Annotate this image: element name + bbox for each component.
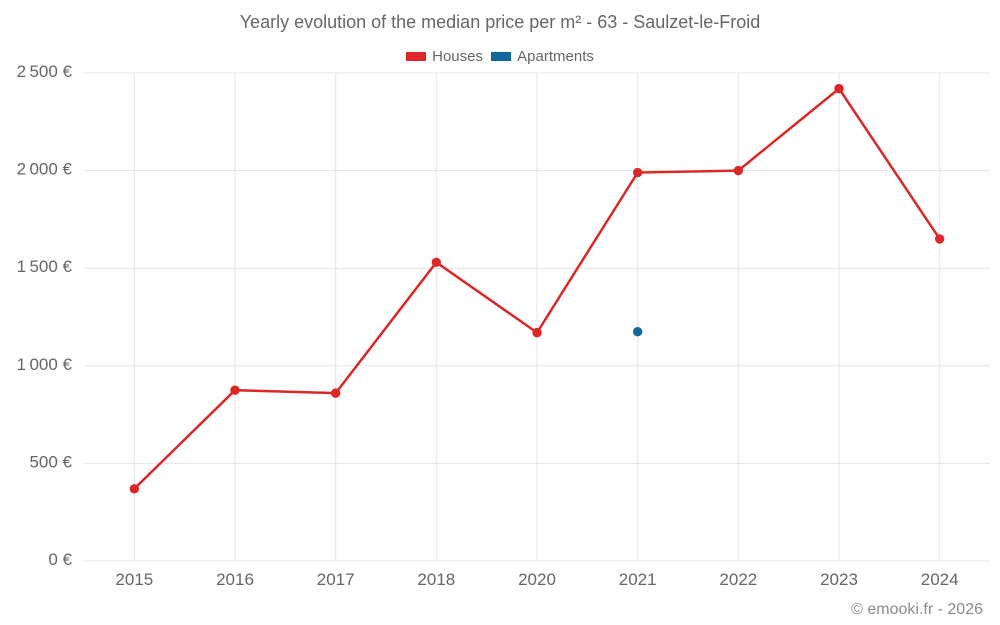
svg-text:500 €: 500 € (29, 452, 72, 471)
svg-text:2024: 2024 (921, 570, 959, 589)
svg-text:2 500 €: 2 500 € (17, 62, 73, 81)
svg-text:2023: 2023 (820, 570, 858, 589)
svg-text:2015: 2015 (115, 570, 153, 589)
svg-text:1 000 €: 1 000 € (17, 355, 73, 374)
svg-text:2022: 2022 (719, 570, 757, 589)
svg-text:2016: 2016 (216, 570, 254, 589)
svg-text:0 €: 0 € (48, 550, 72, 569)
svg-text:2017: 2017 (317, 570, 355, 589)
svg-text:2 000 €: 2 000 € (17, 160, 73, 179)
svg-text:2021: 2021 (619, 570, 657, 589)
svg-text:2018: 2018 (417, 570, 455, 589)
svg-text:2020: 2020 (518, 570, 556, 589)
svg-text:1 500 €: 1 500 € (17, 257, 73, 276)
